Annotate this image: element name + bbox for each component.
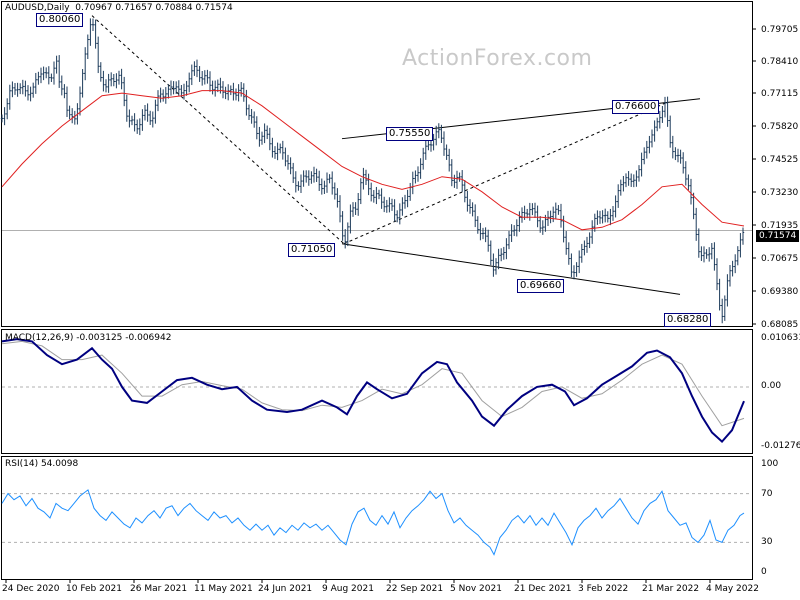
price-header: AUDUSD,Daily 0.70967 0.71657 0.70884 0.7… (5, 3, 233, 14)
annotation-high-0-80060: 0.80060 (36, 13, 84, 27)
rsi-line (1, 489, 745, 556)
moving-average-line (1, 90, 745, 231)
date-tick-label: 22 Sep 2021 (386, 584, 444, 594)
price-tick-label: 0.73230 (761, 188, 799, 198)
macd-title: MACD(12,26,9) -0.003125 -0.006942 (5, 333, 172, 343)
date-tick-label: 11 May 2021 (194, 584, 253, 594)
date-tick-label: 5 Nov 2021 (450, 584, 502, 594)
current-price-tag: 0.71574 (756, 230, 800, 242)
rsi-title: RSI(14) 54.0098 (5, 459, 79, 469)
price-tick-label: 0.77115 (761, 89, 799, 99)
ohlc-values: 0.70967 0.71657 0.70884 0.71574 (75, 3, 233, 13)
dashed-trendline (91, 15, 345, 245)
date-tick-label: 24 Jun 2021 (258, 584, 313, 594)
date-tick-label: 21 Dec 2021 (514, 584, 572, 594)
date-tick-label: 24 Dec 2020 (2, 584, 60, 594)
watermark: ActionForex.com (402, 46, 593, 71)
date-tick-label: 3 Feb 2022 (578, 584, 629, 594)
rsi-panel (1, 456, 753, 580)
price-tick-label: 0.78410 (761, 57, 799, 67)
price-tick-label: 0.68085 (761, 320, 799, 330)
rsi-tick-label: 30 (761, 537, 773, 547)
price-tick-label: 0.74525 (761, 155, 799, 165)
macd-tick-label: 0.00 (761, 381, 782, 391)
date-tick-label: 21 Mar 2022 (642, 584, 700, 594)
price-tick-label: 0.75820 (761, 122, 799, 132)
symbol-title: AUDUSD,Daily (5, 3, 70, 13)
macd-tick-label: -0.012767 (761, 441, 800, 451)
rsi-tick-label: 0 (761, 567, 767, 577)
macd-tick-label: 0.010631 (761, 333, 800, 343)
annotation-low-0-71050: 0.71050 (288, 243, 336, 257)
price-tick-label: 0.79705 (761, 25, 799, 35)
macd-panel (1, 329, 753, 454)
date-tick-label: 26 Mar 2021 (130, 584, 188, 594)
macd-line (1, 338, 745, 444)
price-panel (1, 1, 753, 327)
price-tick-label: 0.70675 (761, 254, 799, 264)
price-tick-label: 0.69380 (761, 287, 799, 297)
macd-signal-line (1, 340, 745, 427)
dashed-trendline (343, 102, 666, 245)
date-tick-label: 9 Aug 2021 (322, 584, 374, 594)
annotation-low-0-69660: 0.69660 (517, 279, 565, 293)
price-tick-label: 0.71935 (761, 221, 799, 231)
date-tick-label: 10 Feb 2021 (66, 584, 123, 594)
annotation-low-0-68280: 0.68280 (664, 313, 712, 327)
rsi-tick-label: 70 (761, 489, 773, 499)
annotation-high-0-75550: 0.75550 (386, 127, 434, 141)
rsi-tick-label: 100 (761, 459, 779, 469)
annotation-high-0-76600: 0.76600 (612, 100, 660, 114)
trendline (341, 243, 681, 295)
date-tick-label: 4 May 2022 (706, 584, 759, 594)
